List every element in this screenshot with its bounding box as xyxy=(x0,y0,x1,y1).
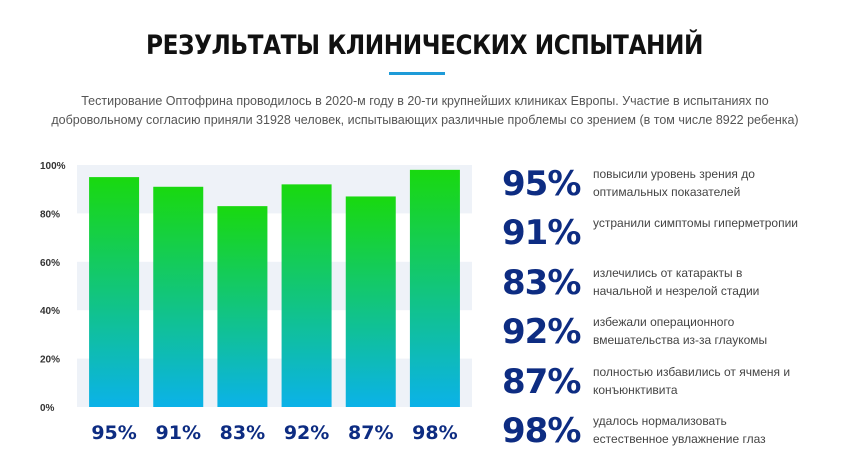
y-tick-label: 20% xyxy=(40,355,60,366)
stat-row: 95% повысили уровень зрения до оптимальн… xyxy=(502,160,842,209)
y-tick-label: 100% xyxy=(40,161,66,172)
stat-row: 92% избежали операционного вмешательства… xyxy=(502,308,842,357)
y-tick-label: 60% xyxy=(40,258,60,269)
stat-description: полностью избавились от ячменя и конъюнк… xyxy=(593,364,791,397)
grid-band xyxy=(77,165,472,214)
stat-row: 91% устранили симптомы гиперметропии xyxy=(502,209,842,258)
stat-description: устранили симптомы гиперметропии xyxy=(593,216,798,231)
y-tick-label: 40% xyxy=(40,306,60,317)
category-label: 87% xyxy=(348,422,393,444)
grid-band xyxy=(77,261,472,311)
stat-row: 98% удалось нормализовать естественное у… xyxy=(502,407,842,456)
stat-value: 95% xyxy=(502,164,581,204)
stat-value: 98% xyxy=(502,410,581,451)
results-bar-chart: 0% 20% 40% 60% 80% 100% 95% 91% 83% 92% 87% 98% xyxy=(40,161,472,444)
category-label: 95% xyxy=(91,422,136,444)
page-title: РЕЗУЛЬТАТЫ КЛИНИЧЕСКИХ ИСПЫТАНИЙ xyxy=(145,30,704,61)
stat-value: 92% xyxy=(502,312,581,353)
stats-list: 95% повысили уровень зрения до оптимальн… xyxy=(502,160,842,456)
stat-value: 83% xyxy=(502,262,581,303)
category-label: 83% xyxy=(220,422,265,444)
y-tick-label: 0% xyxy=(40,403,55,414)
bar xyxy=(89,177,140,407)
stat-description: повысили уровень зрения до оптимальных п… xyxy=(593,167,755,199)
stat-row: 87% полностью избавились от ячменя и кон… xyxy=(502,358,842,407)
grid-band xyxy=(77,358,472,407)
stat-description: избежали операционного вмешательства из-… xyxy=(593,315,768,348)
bar xyxy=(409,169,460,407)
bar xyxy=(345,196,396,407)
stat-value: 87% xyxy=(502,361,581,402)
y-tick-label: 80% xyxy=(40,209,60,220)
intro-text: Тестирование Оптофрина проводилось в 202… xyxy=(51,94,799,127)
stat-row: 83% излечились от катаракты в начальной … xyxy=(502,259,842,308)
bar xyxy=(153,186,204,407)
category-label: 91% xyxy=(156,422,201,444)
category-label: 98% xyxy=(412,422,457,444)
stat-description: излечились от катаракты в начальной и не… xyxy=(593,265,760,298)
title-divider xyxy=(389,72,445,75)
bar xyxy=(281,184,332,407)
category-label: 92% xyxy=(284,422,329,444)
stat-value: 91% xyxy=(502,213,581,254)
stat-description: удалось нормализовать естественное увлаж… xyxy=(593,413,766,446)
bar xyxy=(217,206,268,407)
